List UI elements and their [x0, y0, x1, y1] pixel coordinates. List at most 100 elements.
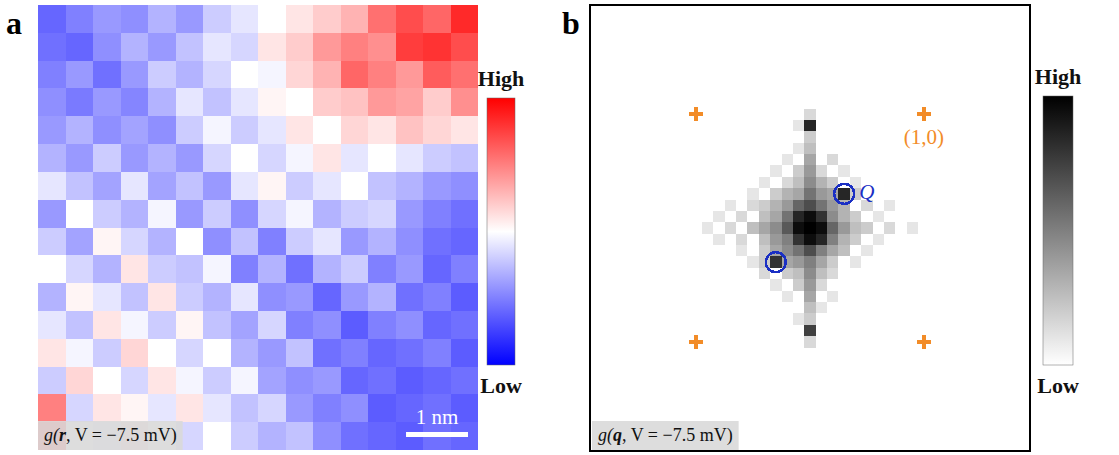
heatmap-cell — [827, 268, 839, 280]
heatmap-cell — [782, 325, 794, 337]
heatmap-cell — [838, 109, 850, 121]
heatmap-cell — [838, 143, 850, 155]
heatmap-cell — [873, 325, 885, 337]
heatmap-cell — [341, 255, 369, 283]
colorbar — [487, 98, 515, 365]
heatmap-cell — [396, 5, 424, 33]
heatmap-cell — [38, 311, 66, 339]
heatmap-cell — [93, 255, 121, 283]
heatmap-cell — [725, 325, 737, 337]
heatmap-cell — [286, 5, 314, 33]
heatmap-cell — [702, 143, 714, 155]
heatmap-cell — [873, 154, 885, 166]
heatmap-cell — [702, 302, 714, 314]
heatmap-cell — [93, 228, 121, 256]
heatmap-cell — [838, 211, 850, 223]
heatmap-cell — [176, 283, 204, 311]
heatmap-cell — [873, 279, 885, 291]
heatmap-cell — [816, 222, 828, 234]
bragg-peak — [917, 107, 931, 121]
heatmap-cell — [907, 325, 919, 337]
heatmap-cell — [368, 228, 396, 256]
heatmap-cell — [423, 283, 451, 311]
heatmap-cell — [313, 5, 341, 33]
heatmap-cell — [816, 325, 828, 337]
heatmap-cell — [313, 367, 341, 395]
heatmap-cell — [736, 256, 748, 268]
heatmap-cell — [702, 245, 714, 257]
heatmap-cell — [725, 222, 737, 234]
heatmap-cell — [121, 144, 149, 172]
heatmap-cell — [850, 211, 862, 223]
heatmap-cell — [747, 188, 759, 200]
heatmap-cell — [286, 311, 314, 339]
heatmap-cell — [121, 200, 149, 228]
heatmap-cell — [895, 245, 907, 257]
heatmap-cell — [838, 268, 850, 280]
heatmap-cell — [38, 144, 66, 172]
heatmap-cell — [702, 279, 714, 291]
heatmap-cell — [884, 131, 896, 143]
heatmap-cell — [690, 165, 702, 177]
heatmap-cell — [713, 234, 725, 246]
heatmap-cell — [66, 172, 94, 200]
heatmap-cell — [690, 131, 702, 143]
heatmap-cell — [66, 5, 94, 33]
heatmap-cell — [736, 268, 748, 280]
heatmap-cell — [713, 268, 725, 280]
heatmap-cell — [747, 245, 759, 257]
heatmap-cell — [816, 109, 828, 121]
heatmap-cell — [713, 154, 725, 166]
heatmap-cell — [38, 394, 66, 422]
heatmap-cell — [770, 291, 782, 303]
heatmap-cell — [702, 211, 714, 223]
heatmap-cell — [873, 336, 885, 348]
heatmap-cell — [258, 311, 286, 339]
heatmap-cell — [782, 291, 794, 303]
wave-vector — [834, 184, 854, 204]
heatmap-cell — [736, 222, 748, 234]
heatmap-cell — [747, 291, 759, 303]
heatmap-cell — [66, 61, 94, 89]
heatmap-cell — [873, 131, 885, 143]
heatmap-cell — [368, 116, 396, 144]
heatmap-cell — [690, 222, 702, 234]
heatmap-cell — [258, 144, 286, 172]
heatmap-cell — [759, 131, 771, 143]
heatmap-cell — [793, 313, 805, 325]
heatmap-cell — [782, 200, 794, 212]
heatmap-cell — [451, 33, 479, 61]
heatmap-cell — [93, 311, 121, 339]
heatmap-cell — [702, 154, 714, 166]
heatmap-cell — [827, 325, 839, 337]
heatmap-cell — [804, 188, 816, 200]
heatmap-cell — [827, 131, 839, 143]
heatmap-cell — [827, 165, 839, 177]
heatmap-cell — [838, 256, 850, 268]
heatmap-cell — [66, 33, 94, 61]
heatmap-cell — [702, 109, 714, 121]
heatmap-cell — [736, 279, 748, 291]
heatmap-cell — [38, 61, 66, 89]
heatmap-cell — [895, 154, 907, 166]
heatmap-cell — [176, 255, 204, 283]
heatmap-cell — [396, 339, 424, 367]
heatmap-cell — [816, 143, 828, 155]
heatmap-cell — [713, 131, 725, 143]
heatmap-cell — [838, 336, 850, 348]
heatmap-cell — [816, 200, 828, 212]
heatmap-cell — [423, 311, 451, 339]
heatmap-cell — [850, 245, 862, 257]
heatmap-cell — [423, 172, 451, 200]
heatmap-cell — [759, 336, 771, 348]
heatmap-cell — [873, 200, 885, 212]
heatmap-cell — [148, 33, 176, 61]
heatmap-cell — [782, 336, 794, 348]
heatmap-cell — [782, 313, 794, 325]
heatmap-cell — [258, 116, 286, 144]
heatmap-cell — [838, 120, 850, 132]
heatmap-cell — [725, 131, 737, 143]
caption: g(q, V = −7.5 mV) — [598, 425, 733, 446]
heatmap-cell — [690, 291, 702, 303]
heatmap-cell — [907, 313, 919, 325]
